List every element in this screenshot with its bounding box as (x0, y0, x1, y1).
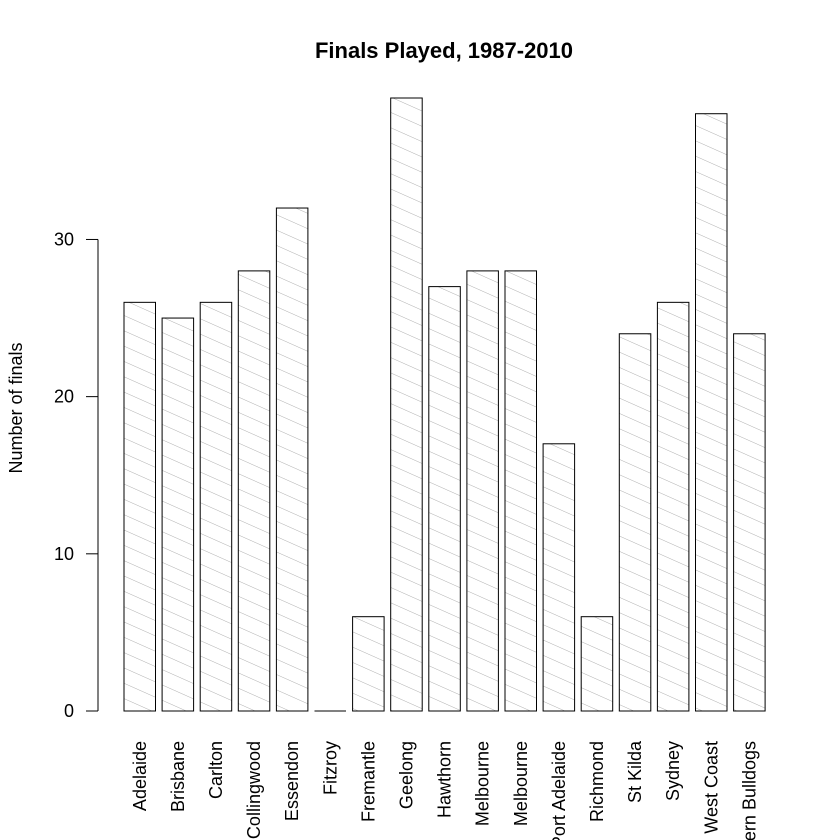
category-label: Brisbane (168, 741, 188, 812)
category-label: Melbourne (511, 741, 531, 826)
category-label: Hawthorn (435, 741, 455, 818)
bars (123, 97, 766, 712)
bar (656, 301, 690, 712)
y-axis-label: Number of finals (6, 342, 26, 473)
y-tick-label: 10 (54, 544, 74, 564)
category-labels: Adelaide Brisbane Carlton Collingwood Essend… (130, 740, 760, 840)
bar (428, 286, 461, 712)
category-label: Richmond (587, 741, 607, 822)
bar (237, 270, 271, 712)
category-label: Fitzroy (320, 741, 340, 795)
category-label: Sydney (663, 741, 683, 801)
category-label: St Kilda (625, 740, 645, 803)
category-label: Collingwood (244, 741, 264, 839)
category-label: Melbourne (473, 741, 493, 826)
y-tick-label: 30 (54, 229, 74, 249)
bar (466, 270, 499, 712)
y-tick-label: 0 (64, 701, 74, 721)
y-axis: 0 10 20 30 (54, 229, 99, 721)
bar (618, 333, 652, 712)
bar (352, 616, 385, 712)
bar (504, 270, 537, 712)
bar (123, 301, 156, 712)
category-label: Fremantle (358, 741, 378, 822)
chart-title: Finals Played, 1987-2010 (315, 38, 573, 63)
bar (275, 207, 309, 712)
bar (542, 443, 576, 712)
bar (161, 317, 195, 712)
category-label: Geelong (396, 741, 416, 809)
category-label: Western Bulldogs (739, 741, 759, 840)
category-label: Port Adelaide (549, 741, 569, 840)
bar (695, 113, 728, 712)
category-label: Carlton (206, 741, 226, 799)
category-label: Essendon (282, 741, 302, 821)
bar (199, 301, 233, 712)
category-label: West Coast (701, 741, 721, 834)
bar (390, 97, 423, 712)
y-tick-label: 20 (54, 387, 74, 407)
category-label: Adelaide (130, 741, 150, 811)
bar (580, 616, 614, 712)
bar (733, 333, 766, 712)
